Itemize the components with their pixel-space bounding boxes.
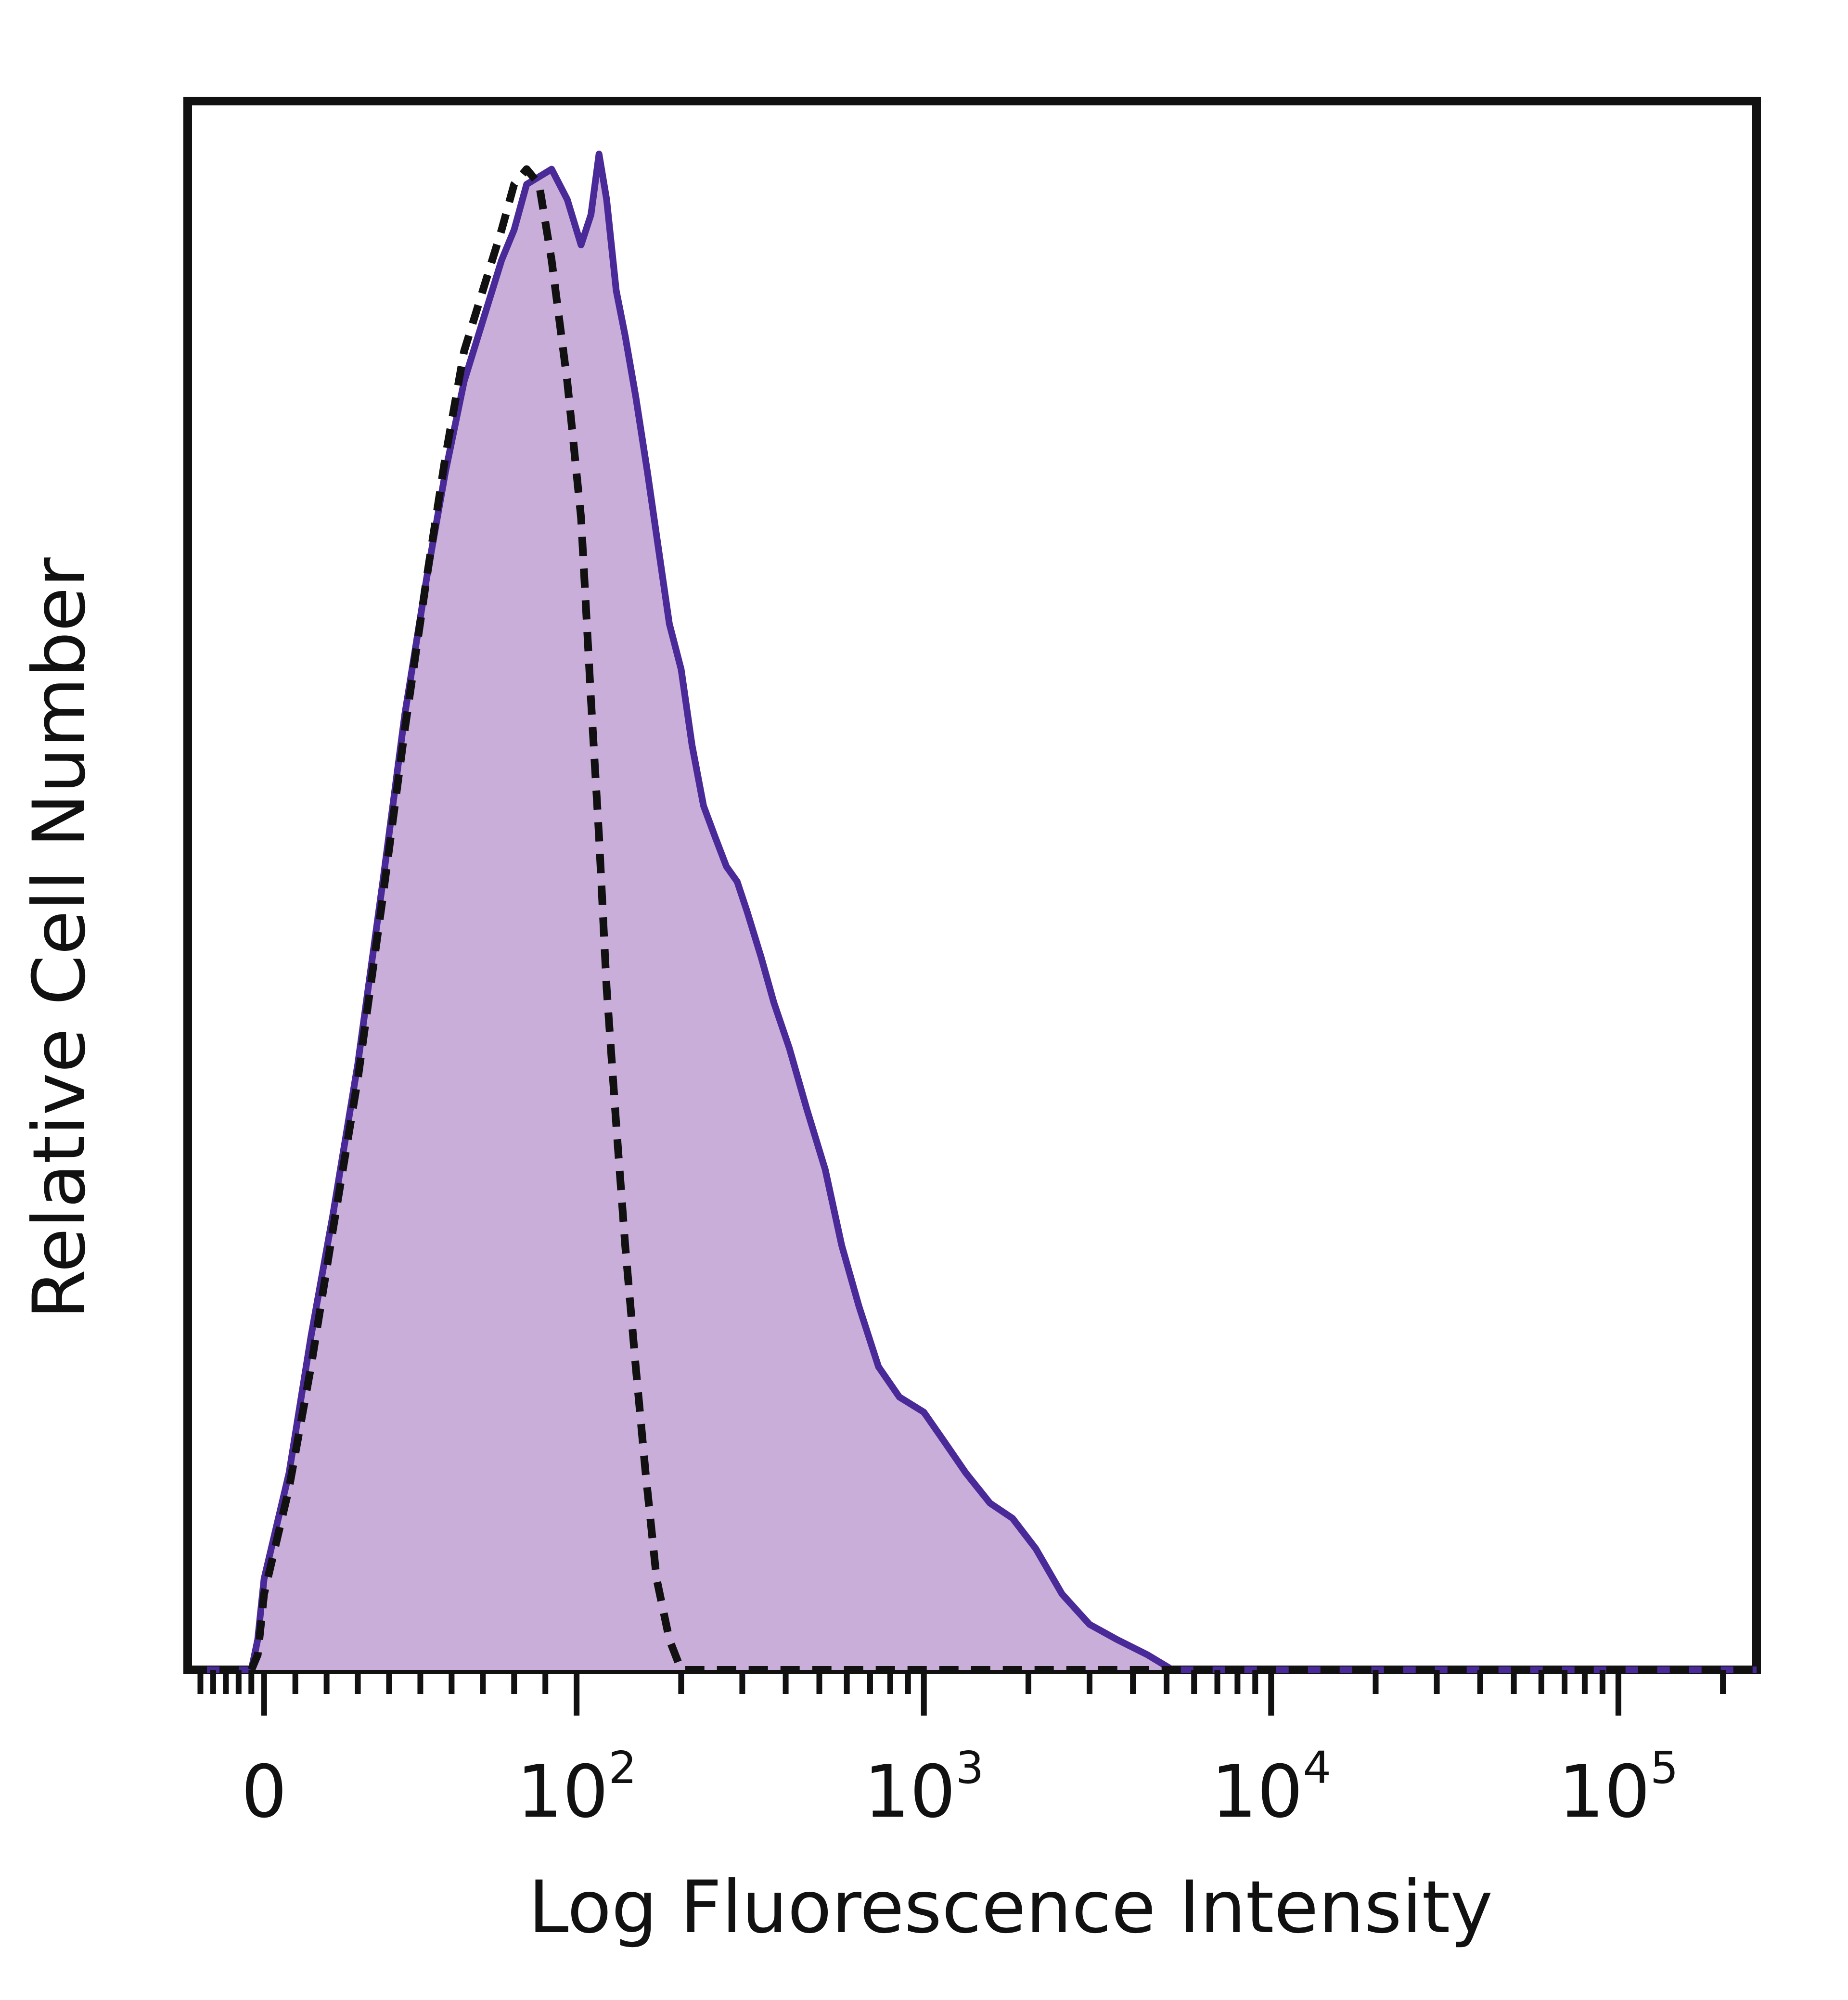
y-axis-label: Relative Cell Number [18,557,102,1320]
x-tick-label: 102 [516,1742,636,1834]
x-axis-ticks [197,1670,1726,1716]
x-tick-label: 105 [1558,1742,1678,1834]
x-axis-tick-labels: 0 102 103 104 105 [241,1742,1679,1834]
series-layer [188,151,1757,1674]
x-tick-label: 104 [1211,1742,1331,1834]
series-1-dashed-line [188,165,1757,1674]
x-axis-label: Log Fluorescence Intensity [528,1866,1493,1949]
x-tick-label: 103 [864,1742,984,1834]
x-tick-label: 0 [241,1750,287,1834]
series-0-fill [188,154,1757,1670]
